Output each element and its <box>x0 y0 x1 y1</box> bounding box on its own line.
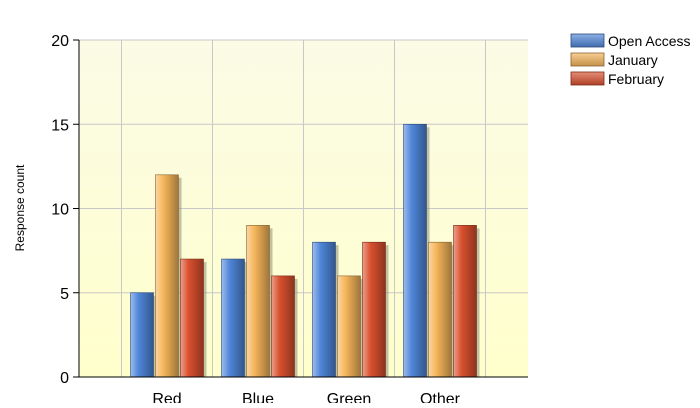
bar-february-other <box>453 225 477 378</box>
legend-swatch <box>570 33 605 48</box>
y-tick-label: 10 <box>51 202 69 219</box>
legend-label: February <box>608 71 664 87</box>
bar-february-red <box>180 258 204 378</box>
bar-february-green <box>362 241 386 378</box>
y-tick-label: 15 <box>51 117 69 134</box>
legend-label: Open Access <box>608 33 691 49</box>
gridlines <box>79 39 528 378</box>
x-tick-label: Red <box>152 391 181 403</box>
x-tick-label: Blue <box>242 391 274 403</box>
bar-open-access-blue <box>221 258 245 378</box>
bar-january-green <box>337 275 361 378</box>
bar-open-access-other <box>403 123 427 378</box>
bar-january-other <box>428 241 452 378</box>
x-tick-label: Green <box>327 391 371 403</box>
legend-swatch <box>570 71 605 86</box>
legend-label: January <box>608 52 658 68</box>
y-tick-label: 5 <box>60 286 69 303</box>
y-axis-label: Response count <box>13 164 27 251</box>
bar-open-access-green <box>312 241 336 378</box>
bar-february-blue <box>271 275 295 378</box>
legend-swatch <box>570 52 605 67</box>
y-tick-label: 0 <box>60 370 69 387</box>
bar-january-red <box>155 174 179 378</box>
x-tick-label: Other <box>420 391 461 403</box>
y-tick-label: 20 <box>51 33 69 50</box>
bar-open-access-red <box>130 292 154 378</box>
bar-january-blue <box>246 225 270 378</box>
legend: Open Access January February <box>570 33 691 87</box>
bar-series-group <box>130 123 480 378</box>
